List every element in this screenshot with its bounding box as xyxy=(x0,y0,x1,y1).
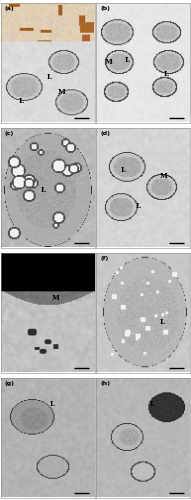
Text: (c): (c) xyxy=(5,131,14,136)
Text: (d): (d) xyxy=(100,131,110,136)
Text: (b): (b) xyxy=(100,6,110,11)
Text: L: L xyxy=(159,318,164,326)
Text: L: L xyxy=(125,56,130,64)
Text: L: L xyxy=(19,97,24,105)
Text: L: L xyxy=(40,186,46,194)
Text: (h): (h) xyxy=(100,381,110,386)
Text: L: L xyxy=(136,202,141,209)
Text: L: L xyxy=(150,400,155,408)
Text: M: M xyxy=(58,88,66,96)
Text: L: L xyxy=(164,70,169,78)
Text: L: L xyxy=(50,400,55,408)
Text: (a): (a) xyxy=(5,6,14,11)
Text: (g): (g) xyxy=(5,381,15,386)
Text: L: L xyxy=(47,73,52,81)
Text: (e): (e) xyxy=(5,256,15,261)
Text: L: L xyxy=(120,166,125,173)
Text: M: M xyxy=(51,294,59,302)
Text: M: M xyxy=(160,172,168,179)
Text: (f): (f) xyxy=(100,256,108,261)
Text: M: M xyxy=(105,58,112,66)
